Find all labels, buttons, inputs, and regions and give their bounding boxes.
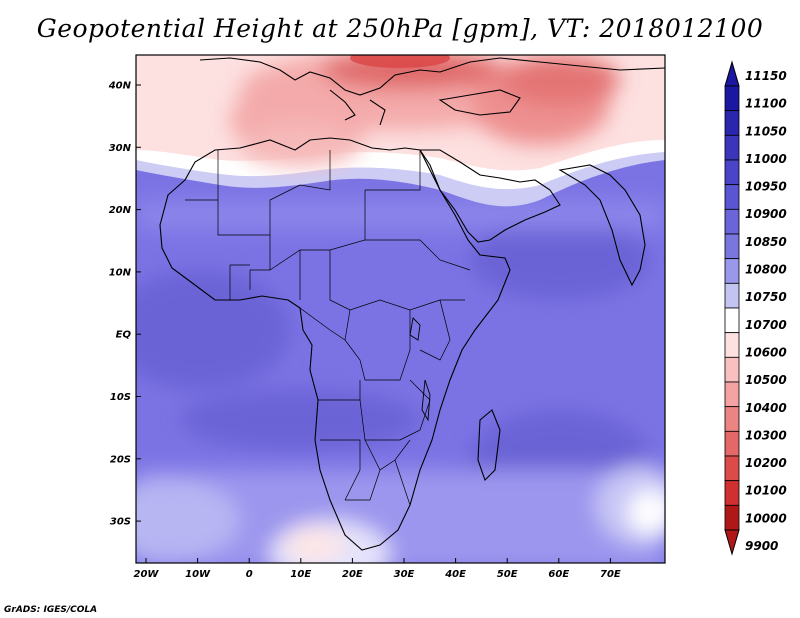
colorbar-label: 10600 <box>745 345 787 359</box>
colorbar-label: 10500 <box>745 373 787 387</box>
colorbar-segment <box>724 356 740 383</box>
colorbar-segment <box>724 159 740 186</box>
lat-tick-label: 20N <box>109 205 132 216</box>
colorbar-segment <box>724 134 740 161</box>
colorbar-segment <box>724 85 740 112</box>
country-borders <box>185 150 471 506</box>
colorbar-top-arrow <box>724 60 740 87</box>
lat-tick-label: 30N <box>109 143 132 154</box>
colorbar-label: 10700 <box>745 318 787 332</box>
lon-tick-label: 0 <box>246 569 253 580</box>
longitude-axis: 20W 10W 0 10E 20E 30E 40E 50E 60E 70E <box>134 558 621 580</box>
colorbar-segment <box>724 184 740 210</box>
colorbar-label: 10900 <box>745 207 787 221</box>
lon-tick-label: 20W <box>134 569 160 580</box>
colorbar-segment <box>724 455 740 482</box>
lon-tick-label: 60E <box>548 569 569 580</box>
latitude-axis: 40N 30N 20N 10N EQ 10S 20S 30S <box>108 81 141 528</box>
lat-tick-label: 10S <box>110 392 131 403</box>
colorbar-segment <box>724 430 740 457</box>
colorbar-label: 10800 <box>745 263 787 277</box>
lon-tick-label: 30E <box>394 569 415 580</box>
colorbar-segment <box>724 307 740 334</box>
colorbar-label: 10850 <box>745 235 787 249</box>
colorbar-label: 10300 <box>745 428 787 442</box>
colorbar-label: 10000 <box>745 511 787 525</box>
coastlines <box>159 57 665 551</box>
colorbar-segment <box>724 332 740 358</box>
lon-tick-label: 10W <box>185 569 211 580</box>
plot-frame <box>135 54 666 564</box>
colorbar-segment <box>724 504 740 531</box>
colorbar-segment <box>724 233 740 260</box>
colorbar-label: 11050 <box>745 124 787 138</box>
lon-tick-label: 70E <box>600 569 621 580</box>
lat-tick-label: 20S <box>110 454 131 465</box>
lat-tick-label: 40N <box>108 81 132 92</box>
colorbar-segment <box>724 282 740 309</box>
colorbar-segment <box>724 406 740 432</box>
colorbar-label: 9900 <box>745 539 778 553</box>
colorbar-label: 10950 <box>745 180 787 194</box>
lat-tick-label: 30S <box>110 517 131 528</box>
lon-tick-label: 20E <box>342 569 363 580</box>
colorbar-label: 11150 <box>745 69 787 83</box>
height-field-shading <box>136 200 665 563</box>
lon-tick-label: 10E <box>290 569 311 580</box>
colorbar-segment <box>724 208 740 235</box>
colorbar-segment <box>724 480 740 506</box>
lon-tick-label: 40E <box>444 569 466 580</box>
colorbar-segment <box>724 381 740 408</box>
colorbar-bottom-arrow <box>724 529 740 556</box>
plot-area <box>136 55 665 563</box>
colorbar-segment <box>724 110 740 136</box>
colorbar-label: 11000 <box>745 152 787 166</box>
colorbar-label: 10200 <box>745 456 787 470</box>
colorbar-label: 10400 <box>745 401 787 415</box>
colorbar: 11150 11100 11050 11000 10950 10900 10850 10800… <box>724 60 787 556</box>
lat-tick-label: 10N <box>109 267 132 278</box>
lon-tick-label: 50E <box>497 569 518 580</box>
colorbar-label: 10750 <box>745 290 787 304</box>
colorbar-label: 10100 <box>745 484 787 498</box>
lat-tick-label: EQ <box>116 330 132 341</box>
colorbar-label: 11100 <box>745 97 787 111</box>
colorbar-segment <box>724 258 740 284</box>
grads-credit: GrADS: IGES/COLA <box>4 605 98 615</box>
map-title: Geopotential Height at 250hPa [gpm], VT:… <box>36 14 764 43</box>
